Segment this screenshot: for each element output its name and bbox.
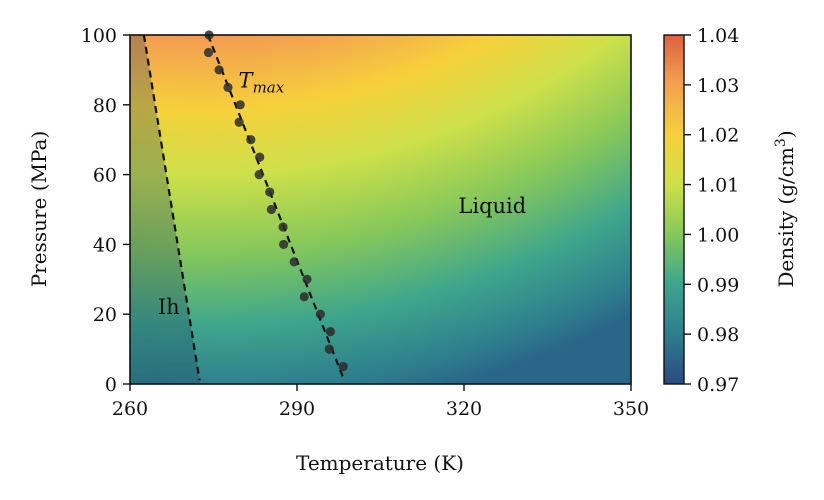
tmax-point — [279, 239, 289, 249]
ice-ih-region — [130, 35, 201, 384]
tmax-point — [246, 135, 256, 145]
tmax-point — [254, 170, 264, 180]
tmax-point — [235, 100, 245, 110]
plot-frame — [129, 34, 632, 385]
tmax-point — [289, 257, 299, 267]
annotation-tmax-base: T — [239, 68, 255, 92]
tmax-point — [299, 292, 309, 302]
tmax-point — [324, 344, 334, 354]
tmax-point — [255, 152, 265, 162]
colorbar-tick-label: 1.02 — [697, 125, 739, 147]
annotation-ih: Ih — [158, 295, 180, 319]
colorbar-tick-label: 1.03 — [697, 75, 739, 97]
tmax-points — [203, 30, 348, 372]
plot-area: Tmax Liquid Ih — [129, 30, 632, 385]
y-tick-label: 40 — [93, 234, 117, 256]
x-axis: 260 290 320 350 — [112, 384, 649, 420]
x-tick-label: 320 — [446, 398, 482, 420]
tmax-point — [214, 65, 224, 75]
tmax-point — [266, 204, 276, 215]
annotations: Tmax Liquid Ih — [158, 68, 526, 319]
colorbar-label-main: Density (g/cm — [774, 147, 798, 288]
tmax-point — [325, 327, 335, 337]
colorbar: 0.97 0.98 0.99 1.00 1.01 1.02 1.03 1.04 Density… — [663, 25, 798, 396]
colorbar-tick-label: 0.99 — [697, 274, 739, 296]
tmax-point — [338, 361, 348, 372]
colorbar-tick-label: 1.00 — [697, 224, 739, 246]
tmax-point — [223, 82, 233, 92]
y-tick-label: 80 — [93, 95, 117, 117]
tmax-point — [302, 274, 312, 284]
tmax-point — [278, 222, 288, 232]
y-tick-label: 0 — [105, 374, 117, 396]
tmax-point — [265, 187, 275, 197]
colorbar-tick-label: 1.04 — [697, 25, 739, 47]
x-tick-label: 290 — [279, 398, 315, 420]
colorbar-label-superscript: 3 — [773, 138, 789, 147]
y-axis-label: Pressure (MPa) — [27, 131, 51, 288]
y-tick-label: 60 — [93, 165, 117, 187]
colorbar-label-suffix: ) — [774, 130, 798, 138]
colorbar-tick-label: 0.97 — [697, 374, 739, 396]
tmax-line — [206, 34, 346, 381]
y-axis: 0 20 40 60 80 100 — [81, 25, 130, 396]
colorbar-ticks: 0.97 0.98 0.99 1.00 1.01 1.02 1.03 1.04 — [684, 25, 739, 396]
annotation-tmax-subscript: max — [253, 78, 285, 96]
colorbar-tick-label: 1.01 — [697, 175, 739, 197]
colorbar-tick-label: 0.98 — [697, 324, 739, 346]
annotation-liquid: Liquid — [458, 194, 526, 218]
tmax-point — [315, 309, 325, 319]
density-field — [130, 35, 631, 384]
tmax-point — [203, 47, 214, 58]
annotation-tmax: Tmax — [239, 68, 285, 96]
x-axis-label: Temperature (K) — [296, 451, 464, 475]
ice-ih-boundary-line — [142, 34, 201, 381]
tmax-point — [234, 117, 244, 127]
x-tick-label: 260 — [112, 398, 148, 420]
y-tick-label: 100 — [81, 25, 117, 47]
colorbar-gradient — [663, 34, 685, 385]
x-tick-label: 350 — [613, 398, 649, 420]
y-tick-label: 20 — [93, 304, 117, 326]
colorbar-label: Density (g/cm3) — [773, 130, 798, 287]
